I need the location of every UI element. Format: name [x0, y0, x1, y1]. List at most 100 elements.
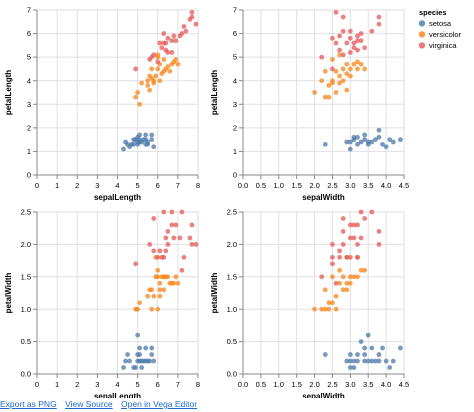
- data-point-setosa: [351, 358, 357, 364]
- data-point-versicolor: [319, 78, 325, 84]
- data-point-virginica: [340, 229, 346, 234]
- data-point-virginica: [340, 216, 346, 221]
- data-point-setosa: [387, 365, 393, 370]
- data-point-versicolor: [312, 306, 317, 312]
- data-point-virginica: [347, 235, 353, 241]
- data-point-versicolor: [344, 287, 350, 293]
- data-point-versicolor: [161, 287, 167, 293]
- data-point-virginica: [189, 242, 195, 247]
- x-tick-label: 7: [176, 181, 180, 190]
- data-point-virginica: [358, 209, 364, 215]
- data-point-versicolor: [137, 101, 143, 107]
- x-tick-label: 0: [35, 181, 39, 190]
- data-point-setosa: [355, 352, 360, 357]
- x-tick-label: 0.5: [256, 181, 266, 190]
- data-point-setosa: [143, 345, 149, 351]
- data-point-versicolor: [155, 306, 161, 312]
- data-point-setosa: [355, 134, 360, 140]
- legend-label: setosa: [429, 19, 452, 28]
- data-point-setosa: [376, 352, 382, 357]
- x-tick-label: 1: [55, 380, 59, 389]
- data-point-setosa: [137, 345, 143, 351]
- data-point-setosa: [365, 358, 371, 364]
- data-point-versicolor: [337, 73, 342, 79]
- data-point-versicolor: [175, 280, 181, 286]
- data-point-setosa: [125, 141, 130, 147]
- data-point-versicolor: [351, 61, 357, 67]
- y-tick-label: 2.5: [227, 208, 237, 217]
- data-point-virginica: [169, 209, 175, 215]
- data-point-versicolor: [322, 94, 328, 100]
- y-tick-label: 0.5: [21, 337, 31, 346]
- data-point-virginica: [163, 235, 169, 241]
- data-point-setosa: [398, 345, 403, 351]
- x-tick-label: 4.5: [399, 181, 409, 190]
- open-vega-editor-link[interactable]: Open in Vega Editor: [121, 399, 198, 409]
- data-point-setosa: [143, 132, 149, 138]
- view-source-link[interactable]: View Source: [65, 399, 113, 409]
- data-point-setosa: [351, 365, 357, 370]
- x-tick-label: 4.0: [381, 181, 391, 190]
- data-point-setosa: [380, 141, 385, 147]
- data-point-versicolor: [333, 306, 339, 312]
- data-point-versicolor: [157, 280, 163, 286]
- x-tick-label: 1: [55, 181, 59, 190]
- data-point-setosa: [149, 132, 155, 138]
- x-tick-label: 5: [136, 181, 140, 190]
- legend: species setosa versicolor virginica: [418, 8, 462, 50]
- data-point-setosa: [125, 352, 130, 357]
- data-point-versicolor: [347, 274, 353, 280]
- data-point-virginica: [163, 40, 169, 46]
- data-point-virginica: [133, 66, 139, 72]
- data-point-versicolor: [149, 66, 155, 72]
- data-point-virginica: [337, 33, 342, 39]
- data-point-virginica: [344, 254, 350, 260]
- data-point-versicolor: [137, 300, 143, 306]
- data-point-versicolor: [165, 274, 171, 280]
- x-tick-label: 1.5: [291, 380, 301, 389]
- data-point-setosa: [149, 345, 155, 351]
- export-png-link[interactable]: Export as PNG: [0, 399, 57, 409]
- data-point-virginica: [355, 33, 360, 39]
- data-point-versicolor: [155, 274, 161, 280]
- data-point-setosa: [121, 365, 126, 370]
- data-point-virginica: [151, 52, 157, 58]
- data-point-virginica: [165, 242, 171, 247]
- data-point-setosa: [127, 358, 132, 364]
- y-tick-label: 0.5: [227, 337, 237, 346]
- data-point-setosa: [380, 345, 385, 351]
- data-point-versicolor: [355, 274, 360, 280]
- data-point-setosa: [362, 345, 368, 351]
- y-tick-label: 1: [27, 147, 31, 156]
- data-point-virginica: [181, 24, 187, 29]
- x-tick-label: 0.0: [238, 181, 248, 190]
- y-tick-label: 0: [233, 171, 237, 180]
- data-point-virginica: [340, 242, 346, 247]
- data-point-virginica: [330, 261, 335, 267]
- x-tick-label: 3.0: [345, 380, 355, 389]
- data-point-virginica: [347, 222, 353, 228]
- data-point-setosa: [135, 332, 141, 338]
- y-tick-label: 2: [233, 123, 237, 132]
- x-tick-label: 4: [115, 181, 119, 190]
- data-point-virginica: [163, 248, 169, 254]
- x-tick-label: 8: [196, 181, 200, 190]
- y-tick-label: 1.0: [21, 305, 31, 314]
- x-tick-label: 2.5: [327, 181, 337, 190]
- x-tick-label: 2: [75, 181, 79, 190]
- y-tick-label: 7: [27, 6, 31, 15]
- y-tick-label: 0.0: [21, 370, 31, 379]
- data-point-setosa: [133, 365, 139, 370]
- y-axis-title: petalLength: [4, 70, 13, 115]
- data-point-setosa: [376, 358, 382, 364]
- data-point-setosa: [351, 134, 357, 140]
- data-point-versicolor: [333, 293, 339, 299]
- x-tick-label: 1.0: [274, 181, 284, 190]
- data-point-virginica: [165, 50, 171, 55]
- data-point-virginica: [189, 9, 195, 15]
- data-point-virginica: [369, 209, 375, 215]
- data-point-versicolor: [147, 87, 153, 93]
- data-point-setosa: [369, 345, 375, 351]
- data-point-virginica: [189, 222, 195, 228]
- x-tick-label: 3: [95, 181, 99, 190]
